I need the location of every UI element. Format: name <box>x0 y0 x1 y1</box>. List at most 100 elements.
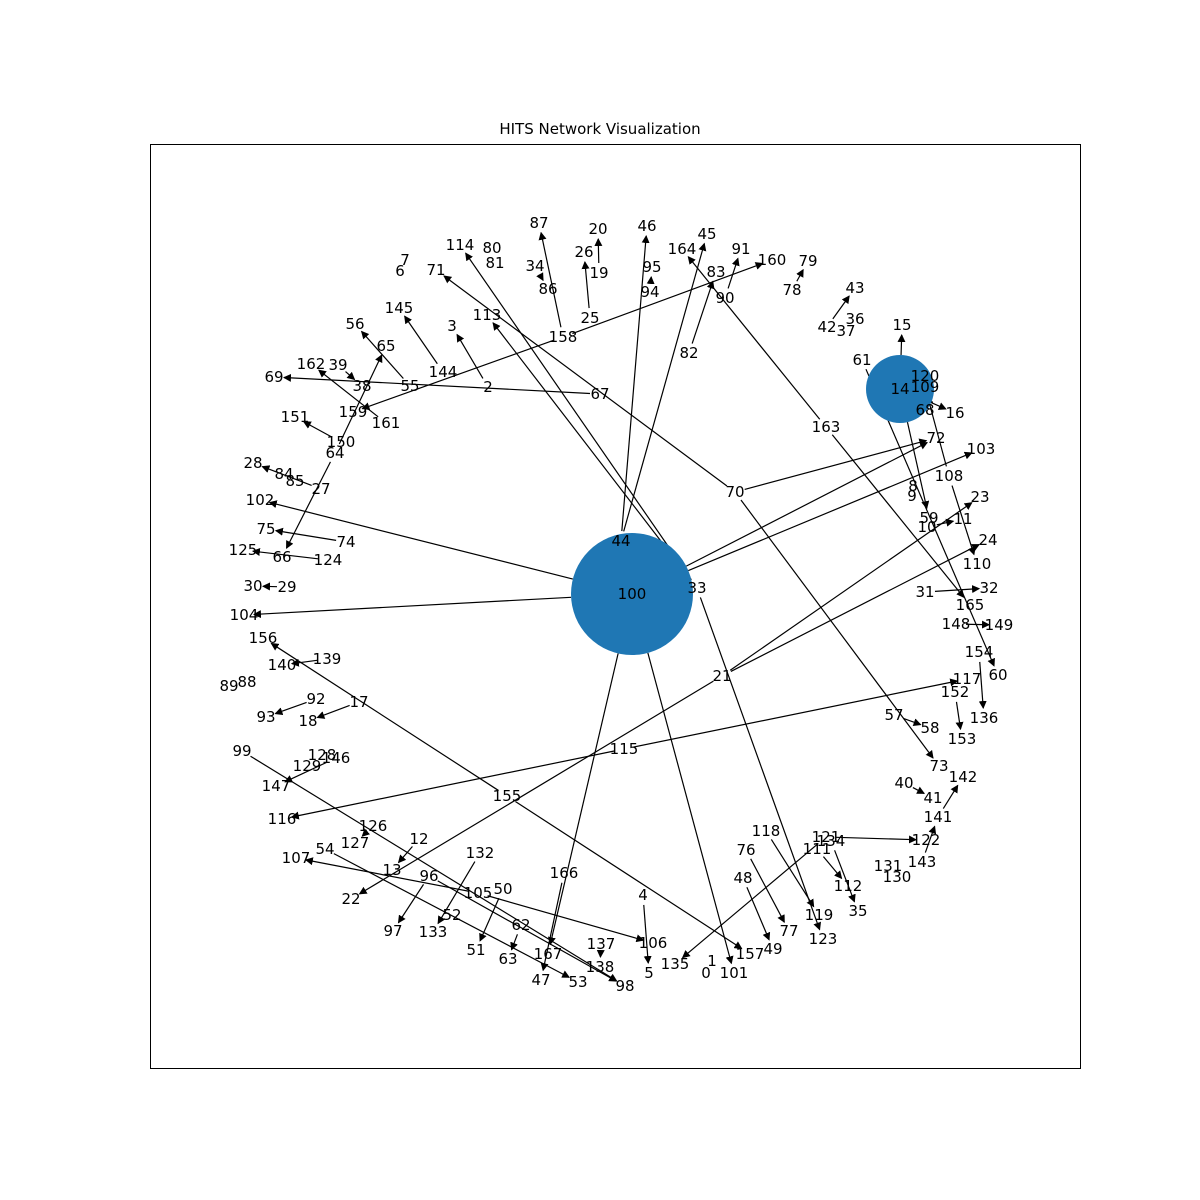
node-label-55[interactable]: 55 <box>400 377 419 395</box>
node-label-137[interactable]: 137 <box>587 935 616 953</box>
node-label-116[interactable]: 116 <box>268 810 297 828</box>
node-label-144[interactable]: 144 <box>429 363 458 381</box>
node-label-93[interactable]: 93 <box>256 708 275 726</box>
node-label-48[interactable]: 48 <box>733 869 752 887</box>
node-label-58[interactable]: 58 <box>920 719 939 737</box>
node-label-18[interactable]: 18 <box>298 712 317 730</box>
node-label-120[interactable]: 120 <box>911 367 940 385</box>
node-label-132[interactable]: 132 <box>466 844 495 862</box>
node-label-61[interactable]: 61 <box>852 351 871 369</box>
node-label-91[interactable]: 91 <box>731 240 750 258</box>
node-label-44[interactable]: 44 <box>611 532 630 550</box>
node-label-106[interactable]: 106 <box>639 934 668 952</box>
node-label-155[interactable]: 155 <box>493 787 522 805</box>
node-label-11[interactable]: 11 <box>953 510 972 528</box>
node-label-85[interactable]: 85 <box>285 472 304 490</box>
node-label-32[interactable]: 32 <box>979 579 998 597</box>
node-label-0[interactable]: 0 <box>701 964 711 982</box>
node-label-47[interactable]: 47 <box>531 971 550 989</box>
node-label-77[interactable]: 77 <box>779 922 798 940</box>
node-label-134[interactable]: 134 <box>817 832 846 850</box>
node-label-19[interactable]: 19 <box>589 264 608 282</box>
node-label-117[interactable]: 117 <box>953 670 982 688</box>
node-label-45[interactable]: 45 <box>697 225 716 243</box>
node-label-53[interactable]: 53 <box>568 973 587 991</box>
node-label-124[interactable]: 124 <box>314 551 343 569</box>
node-label-139[interactable]: 139 <box>313 650 342 668</box>
node-label-13[interactable]: 13 <box>382 861 401 879</box>
node-label-102[interactable]: 102 <box>246 491 275 509</box>
node-label-39[interactable]: 39 <box>328 356 347 374</box>
node-label-109[interactable]: 109 <box>911 378 940 396</box>
node-label-84[interactable]: 84 <box>274 465 293 483</box>
node-label-138[interactable]: 138 <box>586 958 615 976</box>
node-label-163[interactable]: 163 <box>812 418 841 436</box>
node-label-69[interactable]: 69 <box>264 368 283 386</box>
node-label-165[interactable]: 165 <box>956 596 985 614</box>
node-14-circle[interactable] <box>866 355 934 423</box>
node-label-79[interactable]: 79 <box>798 252 817 270</box>
node-label-5[interactable]: 5 <box>644 964 654 982</box>
node-label-83[interactable]: 83 <box>706 263 725 281</box>
node-label-88[interactable]: 88 <box>237 673 256 691</box>
node-label-41[interactable]: 41 <box>923 789 942 807</box>
node-label-51[interactable]: 51 <box>466 941 485 959</box>
node-label-112[interactable]: 112 <box>834 877 863 895</box>
node-label-94[interactable]: 94 <box>640 283 659 301</box>
node-label-8[interactable]: 8 <box>908 477 918 495</box>
node-label-38[interactable]: 38 <box>352 377 371 395</box>
node-label-152[interactable]: 152 <box>941 683 970 701</box>
node-label-166[interactable]: 166 <box>550 864 579 882</box>
node-label-36[interactable]: 36 <box>845 310 864 328</box>
node-label-31[interactable]: 31 <box>915 583 934 601</box>
node-label-105[interactable]: 105 <box>464 884 493 902</box>
node-label-140[interactable]: 140 <box>268 656 297 674</box>
node-label-40[interactable]: 40 <box>894 774 913 792</box>
node-label-35[interactable]: 35 <box>848 902 867 920</box>
node-label-123[interactable]: 123 <box>809 930 838 948</box>
node-label-122[interactable]: 122 <box>912 831 941 849</box>
node-label-129[interactable]: 129 <box>293 757 322 775</box>
node-label-42[interactable]: 42 <box>817 318 836 336</box>
node-label-142[interactable]: 142 <box>949 768 978 786</box>
node-label-21[interactable]: 21 <box>712 667 731 685</box>
node-label-82[interactable]: 82 <box>679 344 698 362</box>
node-label-133[interactable]: 133 <box>419 923 448 941</box>
node-label-27[interactable]: 27 <box>311 480 330 498</box>
node-label-143[interactable]: 143 <box>908 853 937 871</box>
node-label-17[interactable]: 17 <box>349 693 368 711</box>
node-label-97[interactable]: 97 <box>383 922 402 940</box>
node-label-161[interactable]: 161 <box>372 414 401 432</box>
node-label-67[interactable]: 67 <box>590 385 609 403</box>
node-label-125[interactable]: 125 <box>229 541 258 559</box>
node-label-148[interactable]: 148 <box>942 615 971 633</box>
node-label-162[interactable]: 162 <box>297 355 326 373</box>
node-label-49[interactable]: 49 <box>763 940 782 958</box>
node-label-107[interactable]: 107 <box>282 849 311 867</box>
node-label-22[interactable]: 22 <box>341 890 360 908</box>
node-label-37[interactable]: 37 <box>836 322 855 340</box>
node-label-104[interactable]: 104 <box>230 606 259 624</box>
node-label-33[interactable]: 33 <box>687 579 706 597</box>
node-label-167[interactable]: 167 <box>534 945 563 963</box>
node-label-87[interactable]: 87 <box>529 214 548 232</box>
node-label-71[interactable]: 71 <box>426 261 445 279</box>
node-label-64[interactable]: 64 <box>325 444 344 462</box>
node-label-26[interactable]: 26 <box>574 243 593 261</box>
node-label-1[interactable]: 1 <box>707 952 717 970</box>
node-label-54[interactable]: 54 <box>315 840 334 858</box>
node-label-136[interactable]: 136 <box>970 709 999 727</box>
node-label-135[interactable]: 135 <box>661 955 690 973</box>
node-label-100[interactable]: 100 <box>618 585 647 603</box>
node-label-52[interactable]: 52 <box>442 906 461 924</box>
node-label-127[interactable]: 127 <box>341 834 370 852</box>
node-label-146[interactable]: 146 <box>322 749 351 767</box>
node-label-43[interactable]: 43 <box>845 279 864 297</box>
node-label-3[interactable]: 3 <box>447 317 457 335</box>
node-label-7[interactable]: 7 <box>400 251 410 269</box>
node-label-154[interactable]: 154 <box>965 643 994 661</box>
node-label-128[interactable]: 128 <box>308 746 337 764</box>
node-label-72[interactable]: 72 <box>926 429 945 447</box>
node-label-66[interactable]: 66 <box>272 548 291 566</box>
node-label-149[interactable]: 149 <box>985 616 1014 634</box>
